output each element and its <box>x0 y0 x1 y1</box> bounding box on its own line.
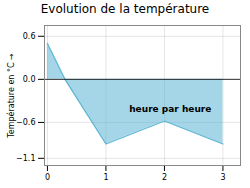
svg-text:heure par heure: heure par heure <box>129 104 211 114</box>
svg-text:2: 2 <box>162 173 167 182</box>
svg-text:0.6: 0.6 <box>23 32 36 41</box>
html-text:Evolution de la température: Evolution de la température <box>40 2 210 16</box>
svg-text:−1.1: −1.1 <box>16 154 35 163</box>
svg-text:0.0: 0.0 <box>23 75 36 84</box>
svg-text:1: 1 <box>103 173 108 182</box>
svg-text:−0.6: −0.6 <box>16 118 35 127</box>
svg-text:0: 0 <box>45 173 50 182</box>
svg-text:Température en °C →: Température en °C → <box>6 53 16 139</box>
svg-text:3: 3 <box>220 173 225 182</box>
